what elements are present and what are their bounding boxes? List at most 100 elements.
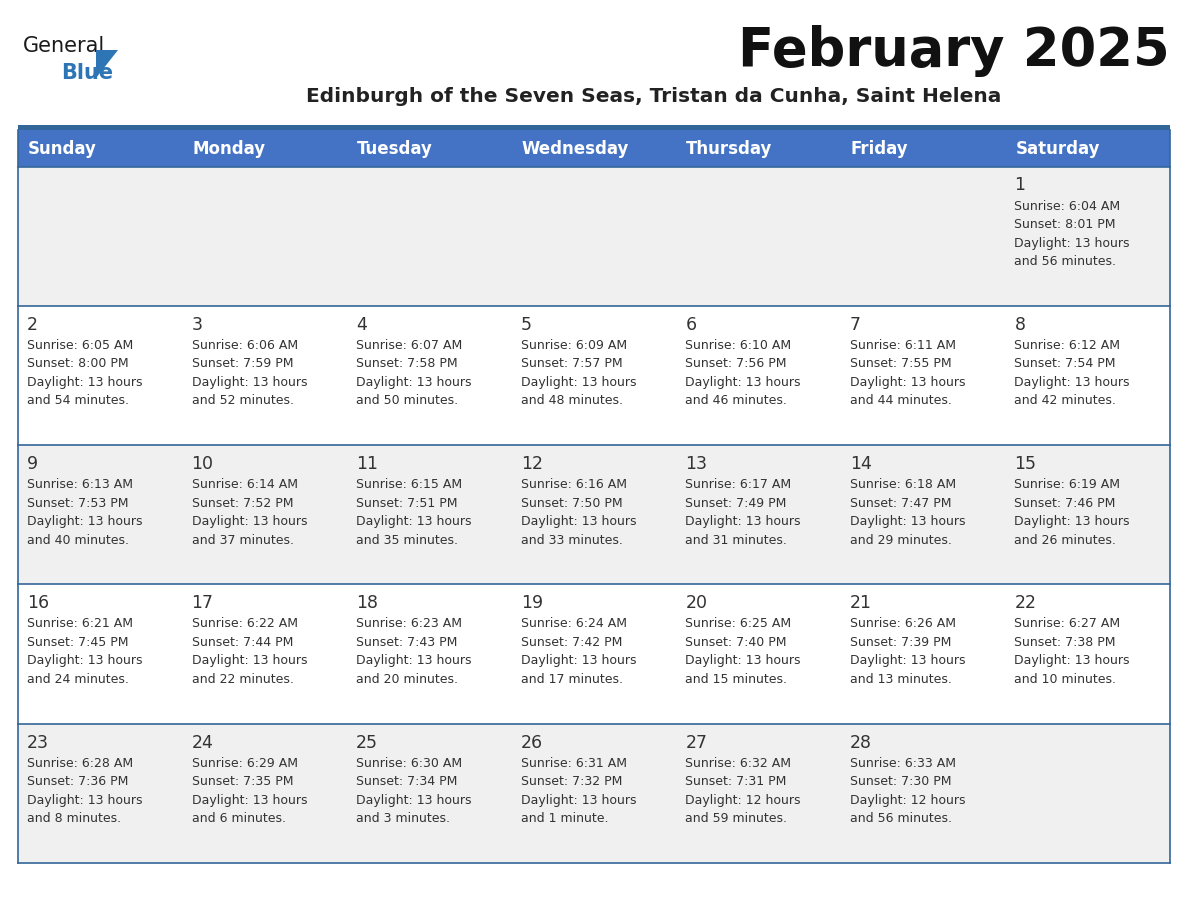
Text: Sunset: 7:51 PM: Sunset: 7:51 PM: [356, 497, 457, 509]
Text: and 8 minutes.: and 8 minutes.: [27, 812, 121, 825]
Text: Sunset: 7:32 PM: Sunset: 7:32 PM: [520, 775, 623, 789]
Text: 18: 18: [356, 594, 378, 612]
Text: General: General: [23, 36, 106, 56]
Text: 15: 15: [1015, 455, 1036, 473]
Text: Sunset: 7:30 PM: Sunset: 7:30 PM: [849, 775, 952, 789]
Text: Daylight: 13 hours: Daylight: 13 hours: [27, 515, 143, 528]
Text: and 26 minutes.: and 26 minutes.: [1015, 533, 1117, 546]
Text: Sunset: 7:47 PM: Sunset: 7:47 PM: [849, 497, 952, 509]
Text: Sunset: 7:36 PM: Sunset: 7:36 PM: [27, 775, 128, 789]
Text: Sunset: 7:59 PM: Sunset: 7:59 PM: [191, 357, 293, 370]
Text: 26: 26: [520, 733, 543, 752]
Text: 16: 16: [27, 594, 49, 612]
Text: Daylight: 12 hours: Daylight: 12 hours: [685, 794, 801, 807]
Text: Daylight: 13 hours: Daylight: 13 hours: [1015, 515, 1130, 528]
Text: 6: 6: [685, 316, 696, 334]
Text: and 3 minutes.: and 3 minutes.: [356, 812, 450, 825]
Text: 14: 14: [849, 455, 872, 473]
Text: Sunset: 7:55 PM: Sunset: 7:55 PM: [849, 357, 952, 370]
Text: Sunset: 7:56 PM: Sunset: 7:56 PM: [685, 357, 786, 370]
Text: Blue: Blue: [61, 63, 113, 83]
Text: Edinburgh of the Seven Seas, Tristan da Cunha, Saint Helena: Edinburgh of the Seven Seas, Tristan da …: [307, 87, 1001, 106]
Text: and 42 minutes.: and 42 minutes.: [1015, 395, 1117, 408]
Text: Daylight: 13 hours: Daylight: 13 hours: [849, 515, 966, 528]
Text: Sunrise: 6:07 AM: Sunrise: 6:07 AM: [356, 339, 462, 352]
Text: Sunset: 7:39 PM: Sunset: 7:39 PM: [849, 636, 952, 649]
Text: and 56 minutes.: and 56 minutes.: [1015, 255, 1117, 268]
Text: and 31 minutes.: and 31 minutes.: [685, 533, 788, 546]
Text: Sunset: 7:52 PM: Sunset: 7:52 PM: [191, 497, 293, 509]
Text: 25: 25: [356, 733, 378, 752]
Text: Saturday: Saturday: [1016, 140, 1100, 158]
Bar: [183, 130, 347, 166]
Text: 13: 13: [685, 455, 707, 473]
Text: 27: 27: [685, 733, 707, 752]
Text: and 10 minutes.: and 10 minutes.: [1015, 673, 1117, 686]
Text: and 52 minutes.: and 52 minutes.: [191, 395, 293, 408]
Bar: [841, 130, 1005, 166]
Text: Daylight: 13 hours: Daylight: 13 hours: [27, 375, 143, 389]
Text: Sunrise: 6:24 AM: Sunrise: 6:24 AM: [520, 618, 627, 631]
Text: Sunrise: 6:25 AM: Sunrise: 6:25 AM: [685, 618, 791, 631]
Text: Sunset: 7:57 PM: Sunset: 7:57 PM: [520, 357, 623, 370]
Text: Sunrise: 6:30 AM: Sunrise: 6:30 AM: [356, 756, 462, 769]
Text: and 15 minutes.: and 15 minutes.: [685, 673, 788, 686]
Text: Sunset: 7:40 PM: Sunset: 7:40 PM: [685, 636, 786, 649]
Text: Daylight: 13 hours: Daylight: 13 hours: [356, 794, 472, 807]
Text: and 6 minutes.: and 6 minutes.: [191, 812, 285, 825]
Text: Sunset: 7:53 PM: Sunset: 7:53 PM: [27, 497, 128, 509]
Text: Daylight: 13 hours: Daylight: 13 hours: [191, 794, 307, 807]
Text: 24: 24: [191, 733, 214, 752]
Text: Daylight: 13 hours: Daylight: 13 hours: [685, 515, 801, 528]
Text: Sunrise: 6:18 AM: Sunrise: 6:18 AM: [849, 478, 956, 491]
Text: Sunrise: 6:11 AM: Sunrise: 6:11 AM: [849, 339, 956, 352]
Text: Sunrise: 6:13 AM: Sunrise: 6:13 AM: [27, 478, 133, 491]
Text: Sunrise: 6:26 AM: Sunrise: 6:26 AM: [849, 618, 956, 631]
Text: and 40 minutes.: and 40 minutes.: [27, 533, 129, 546]
Text: Sunset: 7:58 PM: Sunset: 7:58 PM: [356, 357, 457, 370]
Text: Sunrise: 6:32 AM: Sunrise: 6:32 AM: [685, 756, 791, 769]
Text: Friday: Friday: [851, 140, 909, 158]
Text: and 48 minutes.: and 48 minutes.: [520, 395, 623, 408]
Text: Daylight: 13 hours: Daylight: 13 hours: [191, 375, 307, 389]
Text: Daylight: 13 hours: Daylight: 13 hours: [685, 375, 801, 389]
Text: 10: 10: [191, 455, 214, 473]
Text: and 17 minutes.: and 17 minutes.: [520, 673, 623, 686]
Text: Daylight: 13 hours: Daylight: 13 hours: [1015, 655, 1130, 667]
Text: Daylight: 13 hours: Daylight: 13 hours: [520, 375, 637, 389]
Text: Sunset: 7:34 PM: Sunset: 7:34 PM: [356, 775, 457, 789]
Bar: [18, 125, 1170, 130]
Text: and 59 minutes.: and 59 minutes.: [685, 812, 788, 825]
Text: Daylight: 13 hours: Daylight: 13 hours: [27, 655, 143, 667]
Bar: [512, 130, 676, 166]
Text: Sunset: 7:38 PM: Sunset: 7:38 PM: [1015, 636, 1116, 649]
Text: Sunset: 7:46 PM: Sunset: 7:46 PM: [1015, 497, 1116, 509]
Text: Sunset: 7:45 PM: Sunset: 7:45 PM: [27, 636, 128, 649]
Text: and 22 minutes.: and 22 minutes.: [191, 673, 293, 686]
Text: Daylight: 13 hours: Daylight: 13 hours: [356, 375, 472, 389]
Text: and 35 minutes.: and 35 minutes.: [356, 533, 459, 546]
Text: Monday: Monday: [192, 140, 266, 158]
Text: 7: 7: [849, 316, 861, 334]
Text: Daylight: 13 hours: Daylight: 13 hours: [356, 515, 472, 528]
Text: Tuesday: Tuesday: [358, 140, 432, 158]
Text: and 24 minutes.: and 24 minutes.: [27, 673, 128, 686]
Text: Sunset: 7:50 PM: Sunset: 7:50 PM: [520, 497, 623, 509]
Text: 19: 19: [520, 594, 543, 612]
Text: Sunrise: 6:09 AM: Sunrise: 6:09 AM: [520, 339, 627, 352]
Text: 21: 21: [849, 594, 872, 612]
Text: 2: 2: [27, 316, 38, 334]
Text: Daylight: 13 hours: Daylight: 13 hours: [685, 655, 801, 667]
Text: and 1 minute.: and 1 minute.: [520, 812, 608, 825]
Text: Daylight: 12 hours: Daylight: 12 hours: [849, 794, 966, 807]
Text: Daylight: 13 hours: Daylight: 13 hours: [191, 515, 307, 528]
Text: Sunrise: 6:06 AM: Sunrise: 6:06 AM: [191, 339, 298, 352]
Text: Sunset: 7:49 PM: Sunset: 7:49 PM: [685, 497, 786, 509]
Text: Sunset: 8:00 PM: Sunset: 8:00 PM: [27, 357, 128, 370]
Text: Sunrise: 6:31 AM: Sunrise: 6:31 AM: [520, 756, 627, 769]
Text: 17: 17: [191, 594, 214, 612]
Text: Sunrise: 6:15 AM: Sunrise: 6:15 AM: [356, 478, 462, 491]
Text: Sunrise: 6:27 AM: Sunrise: 6:27 AM: [1015, 618, 1120, 631]
Bar: [347, 130, 512, 166]
Text: and 29 minutes.: and 29 minutes.: [849, 533, 952, 546]
